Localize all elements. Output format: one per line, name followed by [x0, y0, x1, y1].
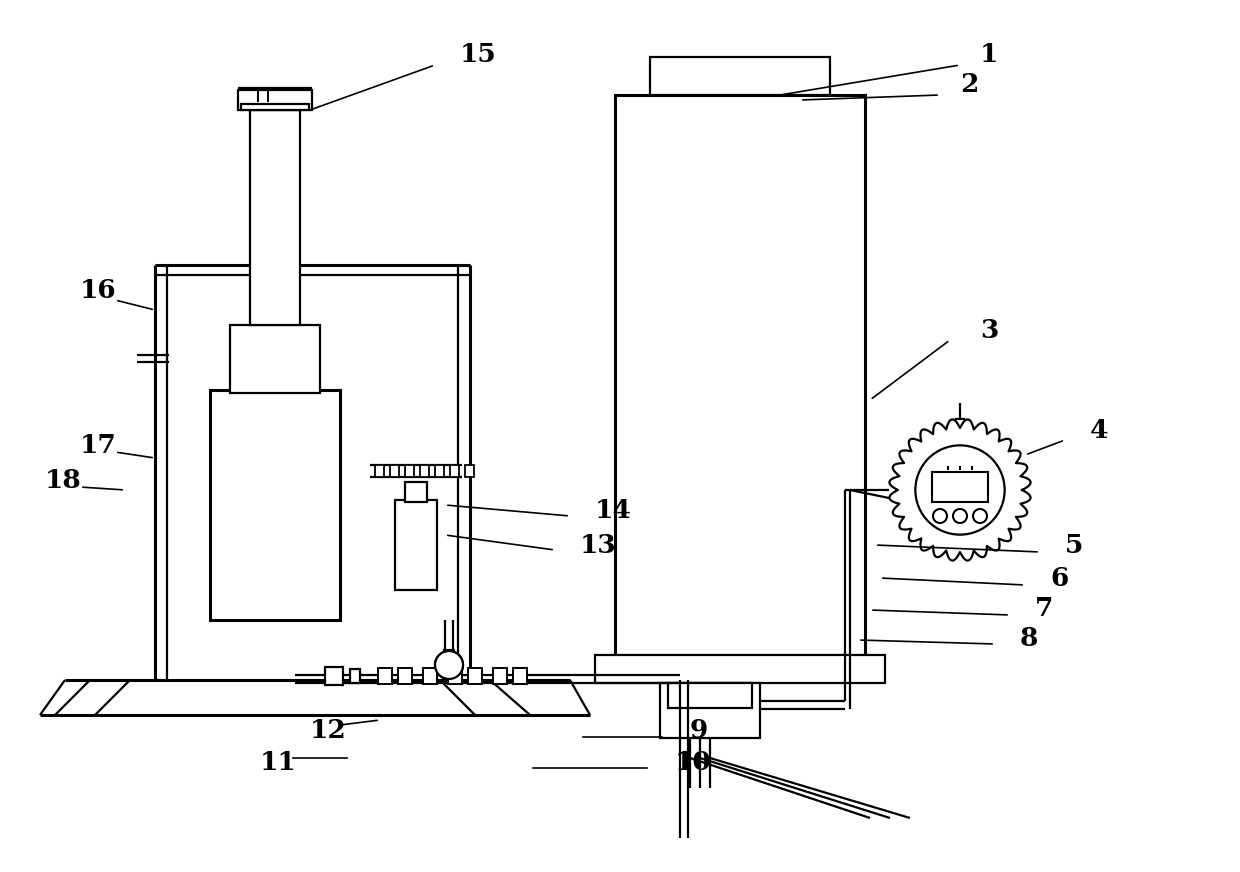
Text: 11: 11: [260, 750, 296, 774]
Bar: [668, 683, 751, 708]
Text: 2: 2: [960, 72, 978, 98]
Bar: [229, 325, 320, 393]
Circle shape: [915, 446, 1004, 535]
Bar: [396, 500, 436, 590]
Bar: [660, 683, 760, 738]
Text: 12: 12: [310, 718, 347, 742]
Text: 9: 9: [689, 718, 708, 742]
Bar: [391, 465, 399, 477]
Circle shape: [435, 651, 463, 679]
Bar: [650, 57, 830, 95]
Bar: [420, 465, 429, 477]
Text: 16: 16: [81, 277, 117, 303]
Bar: [448, 668, 463, 684]
Text: 14: 14: [595, 498, 632, 522]
Bar: [250, 110, 300, 325]
Bar: [435, 465, 444, 477]
Bar: [615, 95, 866, 655]
Bar: [374, 465, 384, 477]
Bar: [932, 472, 988, 502]
Bar: [350, 669, 360, 683]
Text: 10: 10: [675, 750, 712, 774]
Bar: [325, 667, 343, 685]
Circle shape: [973, 509, 987, 523]
Text: 18: 18: [45, 467, 82, 493]
Text: 13: 13: [580, 533, 616, 557]
Circle shape: [954, 509, 967, 523]
Circle shape: [932, 509, 947, 523]
Text: 6: 6: [1050, 566, 1068, 590]
Circle shape: [435, 651, 463, 679]
Text: 17: 17: [81, 433, 117, 458]
Text: 4: 4: [1090, 418, 1109, 442]
Bar: [378, 668, 392, 684]
Bar: [210, 390, 340, 620]
Text: 3: 3: [980, 317, 998, 343]
Text: 15: 15: [460, 43, 497, 67]
Text: 1: 1: [980, 43, 998, 67]
Bar: [494, 668, 507, 684]
Bar: [450, 465, 459, 477]
Bar: [241, 104, 309, 110]
Bar: [465, 465, 474, 477]
Bar: [513, 668, 527, 684]
Text: 7: 7: [1035, 596, 1053, 621]
Text: 5: 5: [1065, 533, 1084, 557]
Bar: [423, 668, 436, 684]
Bar: [398, 668, 412, 684]
Bar: [238, 90, 312, 110]
Bar: [405, 482, 427, 502]
Bar: [595, 655, 885, 683]
Text: 8: 8: [1021, 625, 1038, 651]
Bar: [405, 465, 414, 477]
Bar: [467, 668, 482, 684]
